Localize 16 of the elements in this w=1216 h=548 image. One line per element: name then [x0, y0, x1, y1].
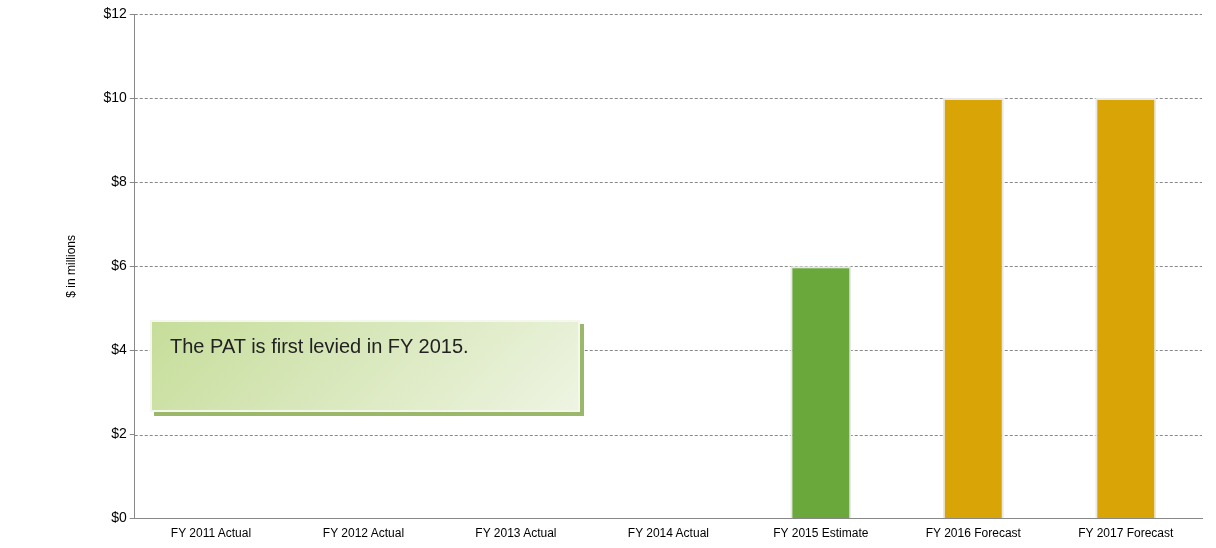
x-tick-label: FY 2017 Forecast	[1078, 526, 1175, 541]
y-tick-label: $2	[111, 425, 127, 442]
x-tick-label: FY 2012 Actual	[322, 526, 405, 541]
x-tick-label: FY 2016 Forecast	[925, 526, 1022, 541]
x-tick-label: FY 2014 Actual	[627, 526, 709, 541]
y-axis-title: $ in millions	[63, 234, 78, 298]
y-tick-label: $6	[111, 257, 127, 274]
x-tick-label: FY 2013 Actual	[475, 526, 557, 541]
y-tick-label: $4	[111, 341, 127, 358]
y-tick-label: $12	[103, 4, 127, 21]
y-tick-label: $0	[111, 509, 127, 526]
y-tick-label: $10	[103, 88, 127, 105]
y-tick-label: $8	[111, 173, 127, 190]
x-tick-label: FY 2015 Estimate	[773, 526, 869, 541]
annotation: The PAT is first levied in FY 2015.	[170, 334, 470, 358]
x-tick-label: FY 2011 Actual	[170, 526, 252, 541]
